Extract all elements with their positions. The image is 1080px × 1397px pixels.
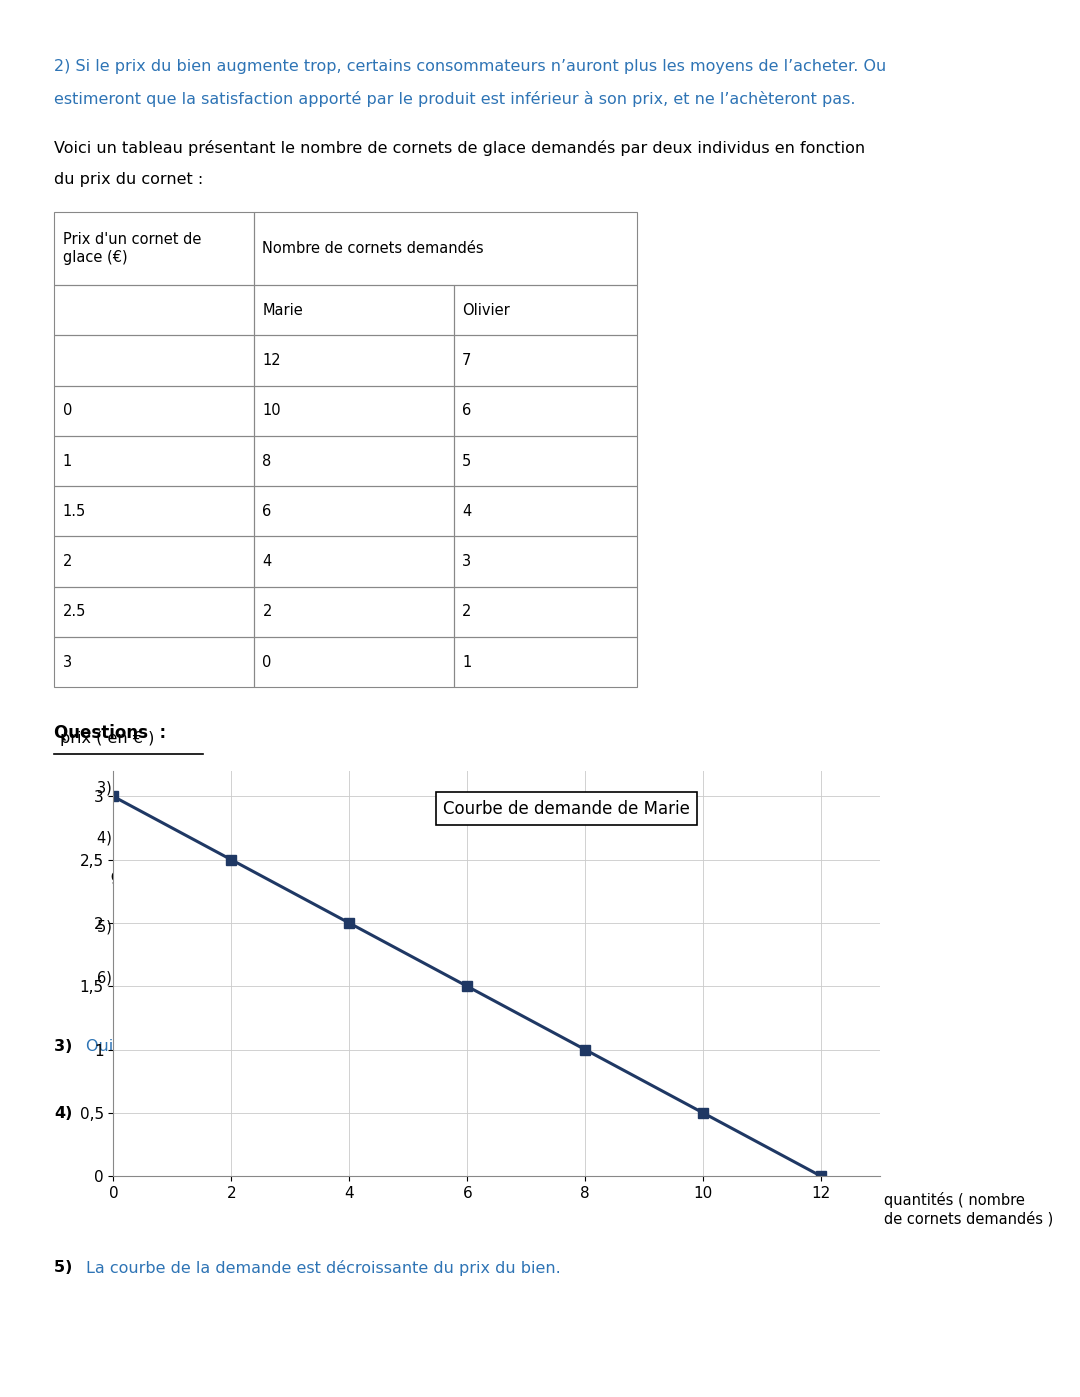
- Text: 4: 4: [262, 555, 272, 569]
- Bar: [54, 587, 254, 637]
- Text: 1: 1: [462, 655, 472, 669]
- Text: 3) Les données du tableau confirment-elles la loi de la demande ?: 3) Les données du tableau confirment-ell…: [97, 780, 581, 795]
- Bar: [254, 285, 454, 335]
- Bar: [454, 335, 637, 386]
- Bar: [254, 637, 454, 687]
- Text: 2: 2: [462, 605, 472, 619]
- Text: 1: 1: [63, 454, 72, 468]
- Bar: [54, 486, 254, 536]
- Text: 0: 0: [63, 404, 72, 418]
- Text: La courbe de la demande est décroissante du prix du bien.: La courbe de la demande est décroissante…: [86, 1260, 562, 1275]
- Text: 5): 5): [54, 1260, 78, 1275]
- Text: 3): 3): [54, 1039, 78, 1055]
- Text: 2: 2: [63, 555, 72, 569]
- Text: 0: 0: [262, 655, 272, 669]
- Bar: [454, 587, 637, 637]
- Bar: [454, 285, 637, 335]
- Text: 6) Représentez sur un autre graphique la demande de marché, somme des demandes i: 6) Représentez sur un autre graphique la…: [97, 970, 834, 985]
- Bar: [254, 536, 454, 587]
- Text: 10: 10: [262, 404, 281, 418]
- Bar: [54, 637, 254, 687]
- Text: 6: 6: [462, 404, 472, 418]
- Text: 4: 4: [462, 504, 472, 518]
- Text: estimeront que la satisfaction apporté par le produit est inférieur à son prix, : estimeront que la satisfaction apporté p…: [54, 91, 855, 106]
- Text: 3: 3: [63, 655, 71, 669]
- Text: 7: 7: [462, 353, 472, 367]
- Text: Marie: Marie: [262, 303, 303, 317]
- Text: 3: 3: [462, 555, 471, 569]
- Bar: [54, 536, 254, 587]
- Text: Prix d'un cornet de
glace (€): Prix d'un cornet de glace (€): [63, 232, 201, 265]
- Text: 2: 2: [262, 605, 272, 619]
- Text: 6: 6: [262, 504, 272, 518]
- Bar: [254, 212, 637, 285]
- Text: Nombre de cornets demandés: Nombre de cornets demandés: [262, 242, 484, 256]
- Text: 4) Représentez graphiquement la quantité demandée par Marie en fonction du prix.: 4) Représentez graphiquement la quantité…: [97, 830, 872, 845]
- Text: 5: 5: [462, 454, 472, 468]
- Text: du prix du cornet :: du prix du cornet :: [54, 172, 203, 187]
- Text: Oui, les données du tableau confirment la loi de la demande.: Oui, les données du tableau confirment l…: [86, 1039, 579, 1055]
- Bar: [54, 285, 254, 335]
- Text: 8: 8: [262, 454, 272, 468]
- Bar: [54, 436, 254, 486]
- Text: 12: 12: [262, 353, 281, 367]
- Text: 2.5: 2.5: [63, 605, 86, 619]
- Text: 2) Si le prix du bien augmente trop, certains consommateurs n’auront plus les mo: 2) Si le prix du bien augmente trop, cer…: [54, 59, 887, 74]
- Text: quantités ( nombre
de cornets demandés ): quantités ( nombre de cornets demandés ): [885, 1193, 1053, 1227]
- Bar: [254, 335, 454, 386]
- Bar: [54, 335, 254, 386]
- Text: Courbe de demande de Marie: Courbe de demande de Marie: [443, 799, 690, 817]
- Bar: [454, 637, 637, 687]
- Bar: [454, 386, 637, 436]
- Text: 1.5: 1.5: [63, 504, 86, 518]
- Bar: [254, 436, 454, 486]
- Bar: [254, 386, 454, 436]
- Bar: [454, 436, 637, 486]
- Bar: [54, 212, 254, 285]
- Bar: [254, 587, 454, 637]
- Bar: [54, 386, 254, 436]
- Text: 4): 4): [54, 1106, 72, 1122]
- Text: prix ( en € ): prix ( en € ): [59, 731, 154, 746]
- Text: graphique se nomme « courbe de demande ».: graphique se nomme « courbe de demande »…: [97, 869, 451, 884]
- Text: Questions  :: Questions :: [54, 724, 166, 742]
- Bar: [454, 536, 637, 587]
- Text: Voici un tableau présentant le nombre de cornets de glace demandés par deux indi: Voici un tableau présentant le nombre de…: [54, 140, 865, 155]
- Bar: [454, 486, 637, 536]
- Bar: [254, 486, 454, 536]
- Text: 5) Quelle est l’allure de la courbe de la demande ?: 5) Quelle est l’allure de la courbe de l…: [97, 919, 469, 935]
- Text: Olivier: Olivier: [462, 303, 510, 317]
